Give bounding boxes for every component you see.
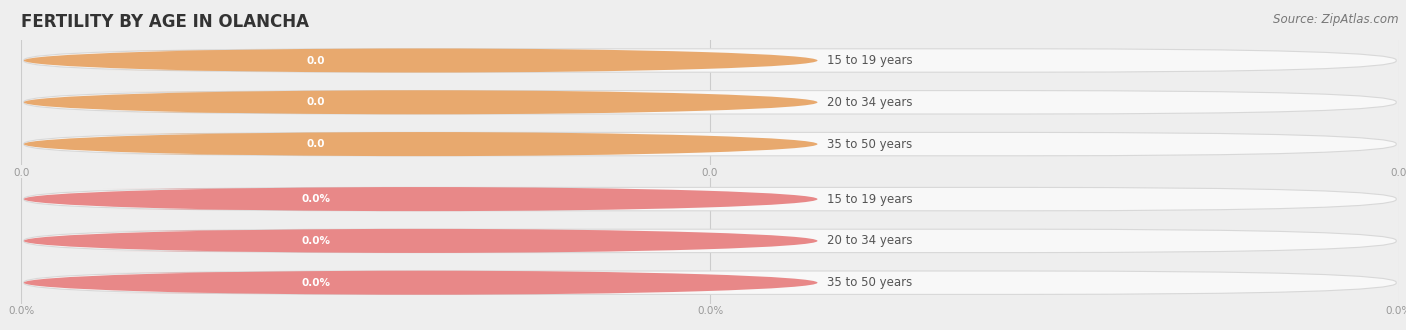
FancyBboxPatch shape [24, 91, 1396, 114]
Text: Source: ZipAtlas.com: Source: ZipAtlas.com [1274, 13, 1399, 26]
Text: 15 to 19 years: 15 to 19 years [827, 54, 912, 67]
Text: 0.0%: 0.0% [301, 194, 330, 204]
Text: 35 to 50 years: 35 to 50 years [827, 138, 912, 150]
FancyBboxPatch shape [24, 49, 1396, 72]
FancyBboxPatch shape [24, 187, 1396, 211]
Text: 0.0%: 0.0% [301, 236, 330, 246]
Text: 20 to 34 years: 20 to 34 years [827, 96, 912, 109]
FancyBboxPatch shape [24, 229, 1396, 252]
FancyBboxPatch shape [101, 50, 531, 71]
FancyBboxPatch shape [24, 271, 1396, 294]
Text: 20 to 34 years: 20 to 34 years [827, 234, 912, 248]
FancyBboxPatch shape [101, 230, 531, 251]
Text: 15 to 19 years: 15 to 19 years [827, 193, 912, 206]
Circle shape [24, 49, 817, 73]
FancyBboxPatch shape [101, 272, 531, 293]
FancyBboxPatch shape [101, 92, 531, 113]
Circle shape [24, 229, 817, 253]
Text: 0.0: 0.0 [307, 97, 325, 107]
Text: 0.0: 0.0 [307, 55, 325, 65]
Circle shape [24, 132, 817, 156]
FancyBboxPatch shape [101, 134, 531, 154]
Text: 0.0: 0.0 [307, 139, 325, 149]
Text: FERTILITY BY AGE IN OLANCHA: FERTILITY BY AGE IN OLANCHA [21, 13, 309, 31]
Text: 0.0%: 0.0% [301, 278, 330, 288]
FancyBboxPatch shape [101, 189, 531, 210]
Text: 35 to 50 years: 35 to 50 years [827, 276, 912, 289]
Circle shape [24, 187, 817, 211]
Circle shape [24, 90, 817, 114]
FancyBboxPatch shape [24, 132, 1396, 156]
Circle shape [24, 271, 817, 295]
